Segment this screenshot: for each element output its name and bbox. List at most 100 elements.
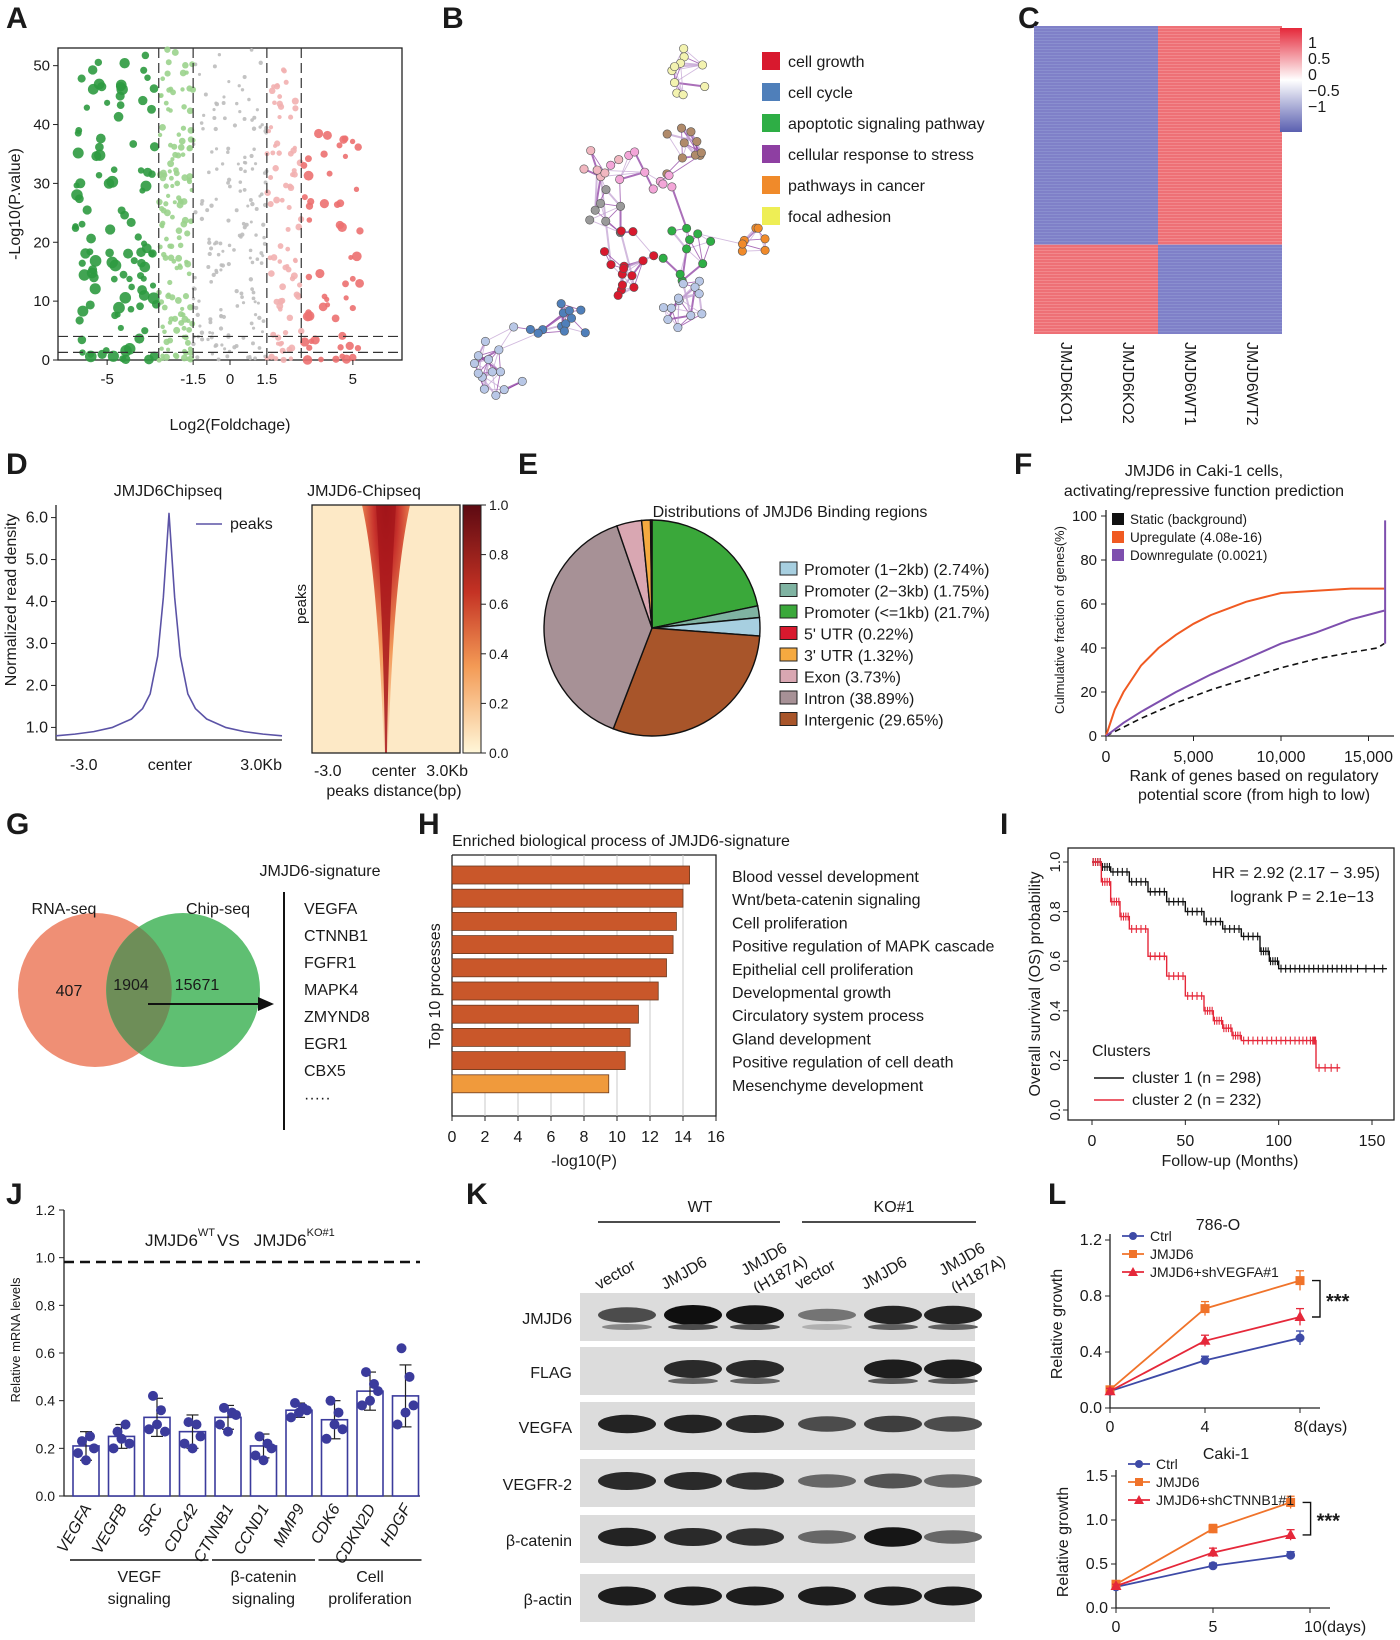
volcano-point-ns bbox=[250, 287, 254, 291]
network-legend-label: cell growth bbox=[788, 54, 864, 71]
volcano-point-ns bbox=[262, 171, 267, 175]
volcano-point-ns bbox=[237, 233, 242, 238]
volcano-point-up-strong bbox=[302, 311, 313, 322]
volcano-point-up-weak bbox=[276, 150, 282, 156]
network-node bbox=[592, 165, 602, 175]
enrichment-category-label: Epithelial cell proliferation bbox=[732, 962, 913, 979]
mrna-gene-label: CDK6 bbox=[308, 1501, 344, 1547]
volcano-xtick-label: -1.5 bbox=[180, 371, 206, 388]
volcano-point-down-weak bbox=[156, 198, 163, 206]
network-node bbox=[479, 384, 489, 394]
volcano-point-down-weak bbox=[158, 93, 164, 98]
volcano-point-ns bbox=[251, 290, 256, 295]
volcano-point-down-strong bbox=[73, 182, 80, 189]
volcano-point-down-strong bbox=[77, 74, 86, 83]
network-node bbox=[483, 354, 493, 364]
volcano-point-down-strong bbox=[78, 269, 91, 281]
mrna-point bbox=[408, 1400, 419, 1411]
cumulative-xlabel: Rank of genes based on regulatory bbox=[1129, 768, 1378, 785]
volcano-point-ns bbox=[241, 221, 246, 226]
volcano-point-up-strong bbox=[349, 275, 356, 282]
volcano-point-ns bbox=[256, 301, 260, 305]
venn-overlap-count: 1904 bbox=[113, 977, 149, 994]
volcano-point-up-strong bbox=[345, 341, 354, 351]
volcano-point-up-weak bbox=[273, 298, 280, 305]
enrichment-xtick-label: 2 bbox=[481, 1129, 490, 1146]
volcano-point-down-weak bbox=[181, 174, 189, 181]
cumulative-ytick-label: 20 bbox=[1080, 684, 1097, 701]
cumulative-legend: Static (background) Upregulate (4.08e-16)… bbox=[1112, 512, 1267, 563]
volcano-point-ns bbox=[249, 220, 253, 224]
volcano-point-down-strong bbox=[149, 351, 159, 361]
volcano-point-ns bbox=[223, 347, 227, 351]
pie-legend-swatch bbox=[779, 690, 798, 705]
volcano-point-up-weak bbox=[273, 83, 281, 90]
network-edge bbox=[589, 205, 621, 221]
volcano-point-down-weak bbox=[163, 100, 169, 106]
volcano-point-ns bbox=[209, 246, 214, 251]
survival-legend-title: Clusters bbox=[1092, 1043, 1151, 1060]
blot-band-secondary bbox=[928, 1378, 978, 1384]
volcano-point-ns bbox=[238, 167, 243, 171]
enrichment-category-label: Positive regulation of MAPK cascade bbox=[732, 939, 994, 956]
panel-letter-d: D bbox=[6, 448, 28, 481]
volcano-point-down-strong bbox=[89, 272, 99, 283]
panel-letter-f: F bbox=[1014, 448, 1032, 481]
volcano-point-down-strong bbox=[86, 248, 94, 256]
growth-786o-marker bbox=[1295, 1276, 1305, 1286]
mrna-group-label-2: proliferation bbox=[328, 1591, 412, 1608]
volcano-point-ns bbox=[193, 287, 197, 291]
blot-row-label: β-catenin bbox=[506, 1533, 572, 1550]
volcano-point-down-weak bbox=[177, 311, 184, 318]
volcano-point-down-strong bbox=[78, 220, 86, 228]
volcano-point-ns bbox=[220, 162, 225, 166]
volcano-point-down-strong bbox=[105, 248, 114, 258]
volcano-point-ns bbox=[241, 301, 246, 305]
volcano-point-down-weak bbox=[179, 69, 187, 77]
volcano-point-down-strong bbox=[95, 171, 103, 179]
volcano-point-up-strong bbox=[336, 142, 343, 149]
volcano-point-down-strong bbox=[91, 151, 102, 162]
volcano-point-ns bbox=[226, 146, 231, 151]
signature-gene: ZMYND8 bbox=[304, 1009, 370, 1026]
volcano-point-down-strong bbox=[105, 224, 116, 235]
enrichment-xtick-label: 4 bbox=[514, 1129, 523, 1146]
heatmap-column-labels: JMJD6KO1 JMJD6KO2 JMJD6WT1 JMJD6WT2 bbox=[1057, 342, 1260, 426]
blot-band bbox=[664, 1360, 722, 1378]
growth-caki1-xtick-label: 0 bbox=[1112, 1619, 1121, 1636]
volcano-point-up-strong bbox=[338, 331, 347, 340]
profile-ytick-label: 3.0 bbox=[26, 635, 48, 652]
volcano-point-ns bbox=[246, 204, 250, 208]
mrna-point bbox=[152, 1419, 162, 1430]
profile-title: JMJD6Chipseq bbox=[114, 483, 222, 500]
network-node bbox=[576, 305, 586, 315]
volcano-point-down-strong bbox=[82, 205, 92, 215]
volcano-point-ns bbox=[260, 330, 264, 334]
heatmap-colorbar-tick: 0.5 bbox=[1308, 51, 1330, 68]
volcano-point-ns bbox=[213, 126, 218, 132]
volcano-point-down-strong bbox=[111, 311, 119, 320]
heatmap-cell bbox=[1096, 26, 1158, 245]
heatmap-cells bbox=[1034, 26, 1282, 334]
mrna-point bbox=[325, 1395, 336, 1406]
volcano-point-down-weak bbox=[161, 251, 167, 258]
volcano-point-down-weak bbox=[180, 87, 185, 92]
network-legend-label: focal adhesion bbox=[788, 209, 891, 226]
volcano-point-ns bbox=[213, 242, 217, 246]
volcano-point-down-strong bbox=[72, 147, 84, 159]
volcano-point-ns bbox=[238, 110, 242, 114]
volcano-point-ns bbox=[226, 218, 231, 223]
heatmap-colorbar-tick: −1 bbox=[1308, 99, 1326, 116]
cumulative-ticks: 0 5,000 10,000 15,000 0 20 40 60 80 100 bbox=[1072, 508, 1393, 766]
blot-band bbox=[598, 1307, 656, 1323]
volcano-point-ns bbox=[209, 279, 214, 284]
network-node bbox=[494, 345, 504, 355]
heatmap-cell bbox=[1158, 26, 1220, 245]
volcano-point-up-strong bbox=[337, 344, 344, 351]
growth-curves: 786-O 0.0 0.4 0.8 1.2 0 4 8(days) Relative growt… bbox=[1049, 1217, 1366, 1636]
volcano-point-ns bbox=[263, 202, 268, 208]
blot-band bbox=[798, 1530, 856, 1544]
volcano-point-ns bbox=[249, 48, 254, 52]
mrna-point bbox=[400, 1407, 411, 1418]
